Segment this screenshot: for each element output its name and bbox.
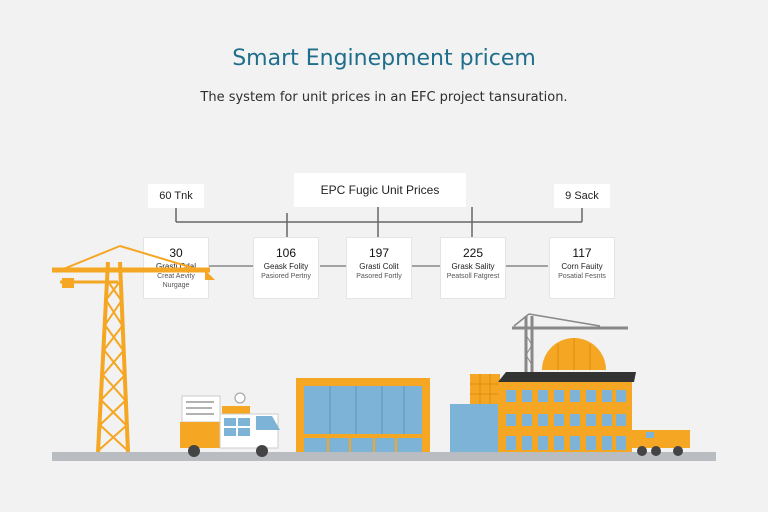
price-node-value: 106 <box>275 246 297 260</box>
price-node-value: 225 <box>462 246 484 260</box>
dump-truck-icon <box>632 430 690 456</box>
price-node: 106 Geask Folity Pasiored Pertny <box>254 238 318 298</box>
timeline-center-label: EPC Fugic Unit Prices <box>294 173 466 207</box>
price-node: 197 Grasti Colit Pasored Fortly <box>347 238 411 298</box>
price-node-value: 30 <box>169 246 183 260</box>
price-node-caption: Pasiored Pertny <box>261 273 311 280</box>
price-node-value: 197 <box>368 246 390 260</box>
timeline-start-label: 60 Tnk <box>148 184 204 208</box>
price-node-caption: Posatial Fesnts <box>558 273 606 280</box>
domed-factory-icon <box>450 338 636 452</box>
delivery-truck-icon <box>180 392 280 457</box>
glass-warehouse-icon <box>296 378 430 452</box>
price-node-value: 117 <box>572 246 592 260</box>
timeline-end-label: 9 Sack <box>554 184 610 208</box>
page-subtitle: The system for unit prices in an EFC pro… <box>200 90 568 105</box>
price-node: 117 Corn Fauity Posatial Fesnts <box>550 238 614 298</box>
price-node: 225 Grask Sality Peatsoll Fatgrest <box>441 238 505 298</box>
page-title: Smart Enginepment pricem <box>232 46 536 71</box>
ground-strip <box>52 452 716 461</box>
price-node-caption: Creat Aevity Nurgage <box>157 273 195 289</box>
price-node-title: Grasti Cdal <box>155 262 196 271</box>
price-node-title: Grasti Colit <box>359 262 399 271</box>
price-node-caption: Pasored Fortly <box>356 273 402 280</box>
price-node-title: Grask Sality <box>451 262 495 271</box>
price-node-title: Geask Folity <box>263 262 309 271</box>
small-crane-icon <box>512 313 628 372</box>
price-node-title: Corn Fauity <box>561 262 603 271</box>
tower-crane-icon <box>52 245 215 453</box>
price-node-caption: Peatsoll Fatgrest <box>446 273 500 280</box>
